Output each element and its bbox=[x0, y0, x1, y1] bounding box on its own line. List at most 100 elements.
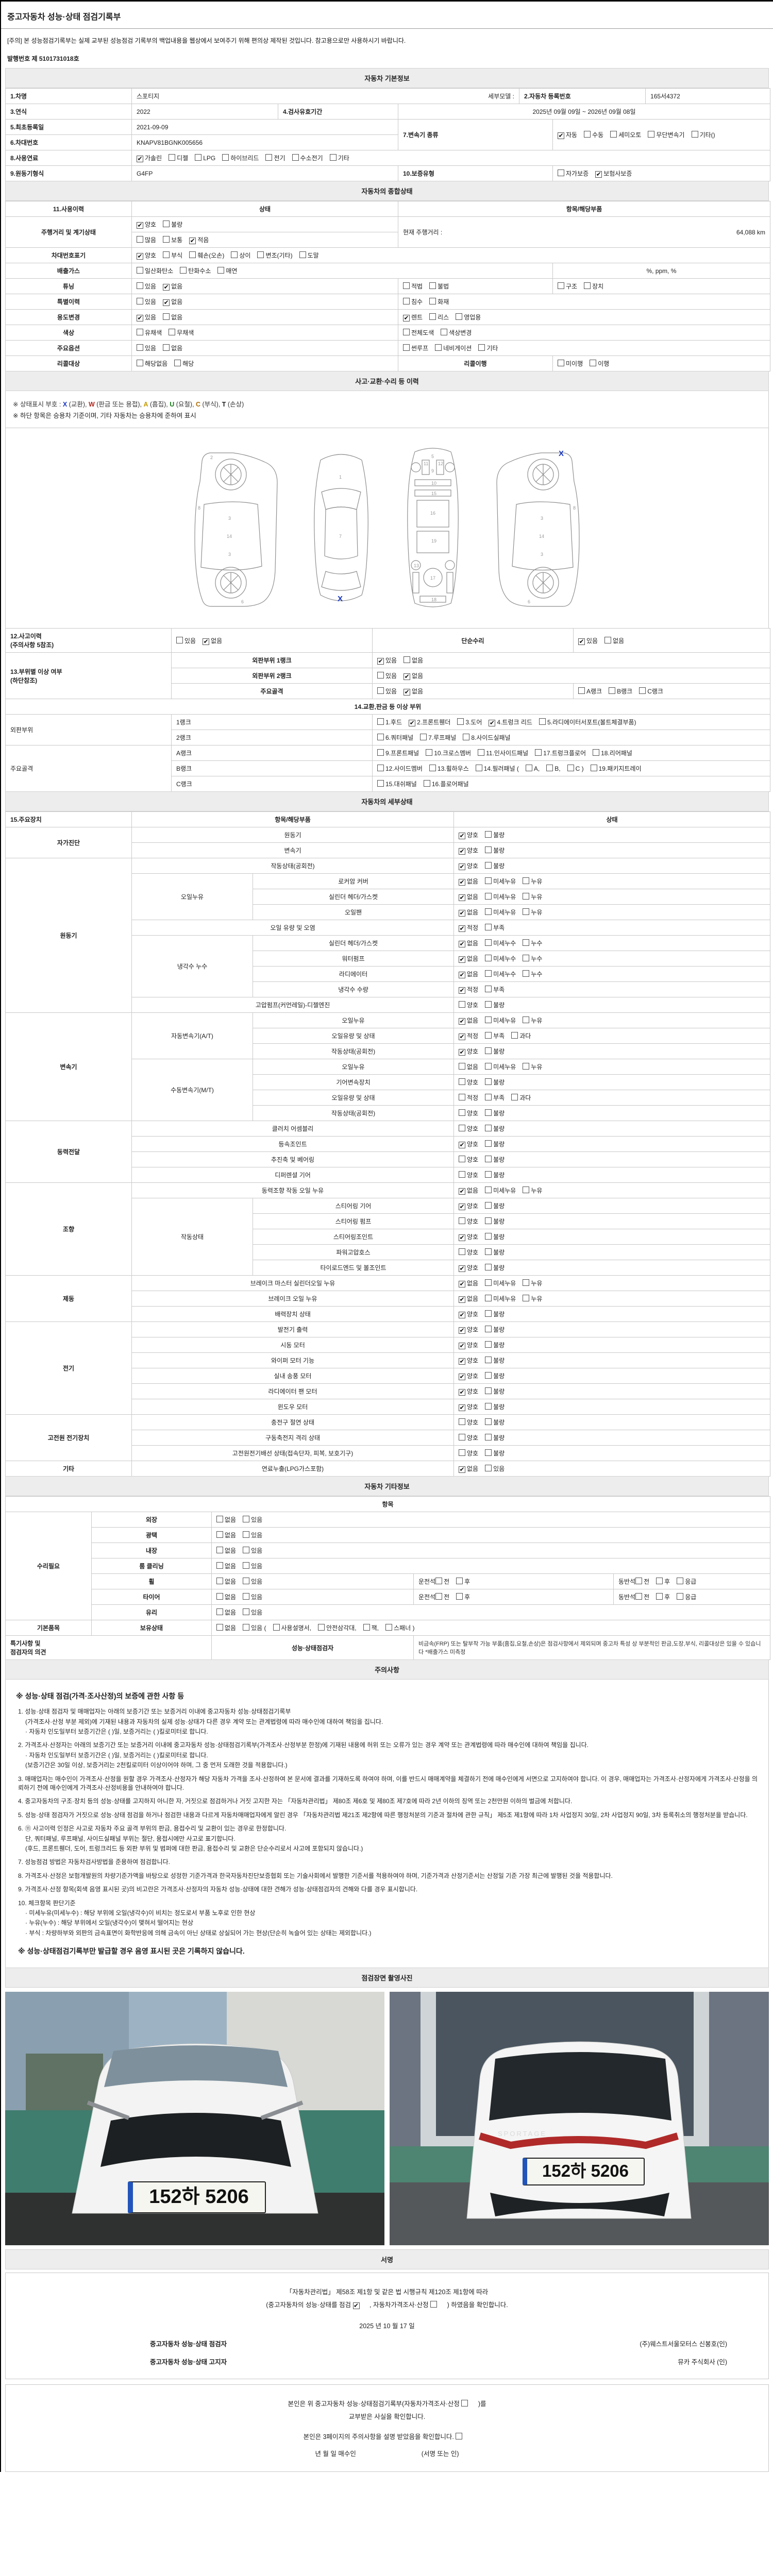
checkbox-icon[interactable] bbox=[363, 1624, 370, 1631]
checkbox-icon[interactable] bbox=[243, 1608, 250, 1615]
checkbox-icon[interactable] bbox=[222, 154, 229, 161]
checkbox-icon[interactable]: ✔ bbox=[459, 894, 466, 901]
checkbox-icon[interactable]: ✔ bbox=[459, 956, 466, 963]
checkbox-icon[interactable] bbox=[485, 955, 492, 961]
checkbox-icon[interactable] bbox=[169, 154, 176, 161]
checkbox-icon[interactable] bbox=[216, 1562, 223, 1569]
checkbox-icon[interactable] bbox=[511, 1094, 518, 1100]
checkbox-icon[interactable] bbox=[459, 1418, 466, 1425]
checkbox-icon[interactable] bbox=[176, 636, 183, 643]
checkbox-icon[interactable] bbox=[265, 154, 273, 161]
checkbox-icon[interactable] bbox=[429, 765, 436, 771]
checkbox-icon[interactable]: ✔ bbox=[137, 222, 143, 229]
checkbox-icon[interactable] bbox=[429, 313, 436, 320]
checkbox-icon[interactable] bbox=[648, 131, 655, 138]
checkbox-icon[interactable]: ✔ bbox=[137, 252, 143, 260]
checkbox-icon[interactable] bbox=[137, 267, 143, 274]
checkbox-icon[interactable] bbox=[485, 1449, 492, 1456]
checkbox-icon[interactable]: ✔ bbox=[459, 971, 466, 978]
checkbox-icon[interactable] bbox=[485, 831, 492, 838]
checkbox-icon[interactable]: ✔ bbox=[459, 1311, 466, 1318]
checkbox-icon[interactable] bbox=[456, 313, 463, 320]
checkbox-icon[interactable] bbox=[485, 1109, 492, 1116]
checkbox-icon[interactable]: ✔ bbox=[459, 1404, 466, 1411]
checkbox-icon[interactable] bbox=[485, 1233, 492, 1240]
checkbox-icon[interactable] bbox=[525, 765, 532, 771]
checkbox-icon[interactable] bbox=[456, 1593, 463, 1600]
checkbox-icon[interactable] bbox=[163, 313, 170, 320]
checkbox-icon[interactable]: ✔ bbox=[489, 719, 496, 726]
checkbox-icon[interactable] bbox=[485, 908, 492, 915]
checkbox-icon[interactable] bbox=[403, 344, 410, 351]
checkbox-icon[interactable] bbox=[677, 1593, 684, 1600]
checkbox-icon[interactable]: ✔ bbox=[459, 832, 466, 839]
checkbox-icon[interactable] bbox=[459, 1434, 466, 1440]
checkbox-icon[interactable] bbox=[216, 1593, 223, 1600]
checkbox-icon[interactable]: ✔ bbox=[459, 1018, 466, 1025]
checkbox-icon[interactable] bbox=[558, 170, 565, 176]
checkbox-icon[interactable] bbox=[485, 1264, 492, 1270]
checkbox-icon[interactable] bbox=[485, 1094, 492, 1100]
checkbox-icon[interactable]: ✔ bbox=[459, 1373, 466, 1380]
checkbox-icon[interactable] bbox=[523, 970, 530, 977]
checkbox-icon[interactable] bbox=[169, 329, 176, 335]
checkbox-icon[interactable] bbox=[459, 1078, 466, 1085]
checkbox-icon[interactable] bbox=[377, 672, 384, 679]
checkbox-icon[interactable] bbox=[485, 1016, 492, 1023]
checkbox-icon[interactable] bbox=[485, 1357, 492, 1363]
checkbox-icon[interactable]: ✔ bbox=[459, 1466, 466, 1473]
checkbox-icon[interactable] bbox=[485, 877, 492, 884]
checkbox-icon[interactable] bbox=[485, 924, 492, 930]
checkbox-icon[interactable] bbox=[377, 687, 384, 694]
checkbox-icon[interactable] bbox=[567, 765, 574, 771]
checkbox-icon[interactable] bbox=[535, 749, 542, 756]
checkbox-icon[interactable] bbox=[243, 1516, 250, 1522]
checkbox-icon[interactable]: ✔ bbox=[459, 1280, 466, 1287]
checkbox-icon[interactable] bbox=[137, 360, 143, 366]
checkbox-icon[interactable] bbox=[459, 1156, 466, 1162]
checkbox-icon[interactable] bbox=[404, 656, 411, 663]
checkbox-icon[interactable]: ✔ bbox=[409, 719, 416, 726]
checkbox-icon[interactable] bbox=[243, 1531, 250, 1538]
checkbox-icon[interactable] bbox=[137, 344, 143, 351]
checkbox-icon[interactable] bbox=[377, 718, 384, 725]
checkbox-icon[interactable] bbox=[523, 1279, 530, 1286]
checkbox-icon[interactable] bbox=[459, 1001, 466, 1008]
checkbox-icon[interactable] bbox=[485, 1387, 492, 1394]
checkbox-icon[interactable] bbox=[430, 2301, 438, 2308]
checkbox-icon[interactable] bbox=[478, 344, 485, 351]
checkbox-icon[interactable] bbox=[485, 1295, 492, 1301]
checkbox-icon[interactable] bbox=[137, 282, 143, 289]
checkbox-icon[interactable]: ✔ bbox=[459, 940, 466, 947]
checkbox-icon[interactable] bbox=[174, 360, 181, 366]
checkbox-icon[interactable]: ✔ bbox=[459, 1188, 466, 1195]
checkbox-icon[interactable] bbox=[523, 908, 530, 915]
checkbox-icon[interactable]: ✔ bbox=[459, 863, 466, 870]
checkbox-icon[interactable]: ✔ bbox=[595, 171, 602, 178]
checkbox-icon[interactable]: ✔ bbox=[578, 637, 585, 645]
checkbox-icon[interactable] bbox=[461, 2400, 468, 2407]
checkbox-icon[interactable] bbox=[459, 1449, 466, 1456]
checkbox-icon[interactable] bbox=[485, 1202, 492, 1209]
checkbox-icon[interactable] bbox=[485, 1310, 492, 1317]
checkbox-icon[interactable] bbox=[377, 734, 384, 740]
checkbox-icon[interactable] bbox=[216, 1624, 223, 1631]
checkbox-icon[interactable]: ✔ bbox=[137, 314, 143, 321]
checkbox-icon[interactable] bbox=[485, 1078, 492, 1085]
checkbox-icon[interactable] bbox=[485, 1156, 492, 1162]
checkbox-icon[interactable] bbox=[329, 154, 337, 161]
checkbox-icon[interactable]: ✔ bbox=[459, 1358, 466, 1365]
checkbox-icon[interactable] bbox=[558, 360, 564, 366]
checkbox-icon[interactable] bbox=[429, 298, 436, 304]
checkbox-icon[interactable] bbox=[231, 251, 238, 258]
checkbox-icon[interactable] bbox=[420, 734, 427, 740]
checkbox-icon[interactable] bbox=[292, 154, 299, 161]
checkbox-icon[interactable]: ✔ bbox=[459, 1033, 466, 1040]
checkbox-icon[interactable] bbox=[243, 1562, 250, 1569]
checkbox-icon[interactable] bbox=[163, 221, 170, 227]
checkbox-icon[interactable]: ✔ bbox=[459, 1234, 466, 1241]
checkbox-icon[interactable] bbox=[459, 1063, 466, 1070]
checkbox-icon[interactable] bbox=[485, 1434, 492, 1440]
checkbox-icon[interactable] bbox=[610, 131, 617, 138]
checkbox-icon[interactable] bbox=[137, 236, 143, 243]
